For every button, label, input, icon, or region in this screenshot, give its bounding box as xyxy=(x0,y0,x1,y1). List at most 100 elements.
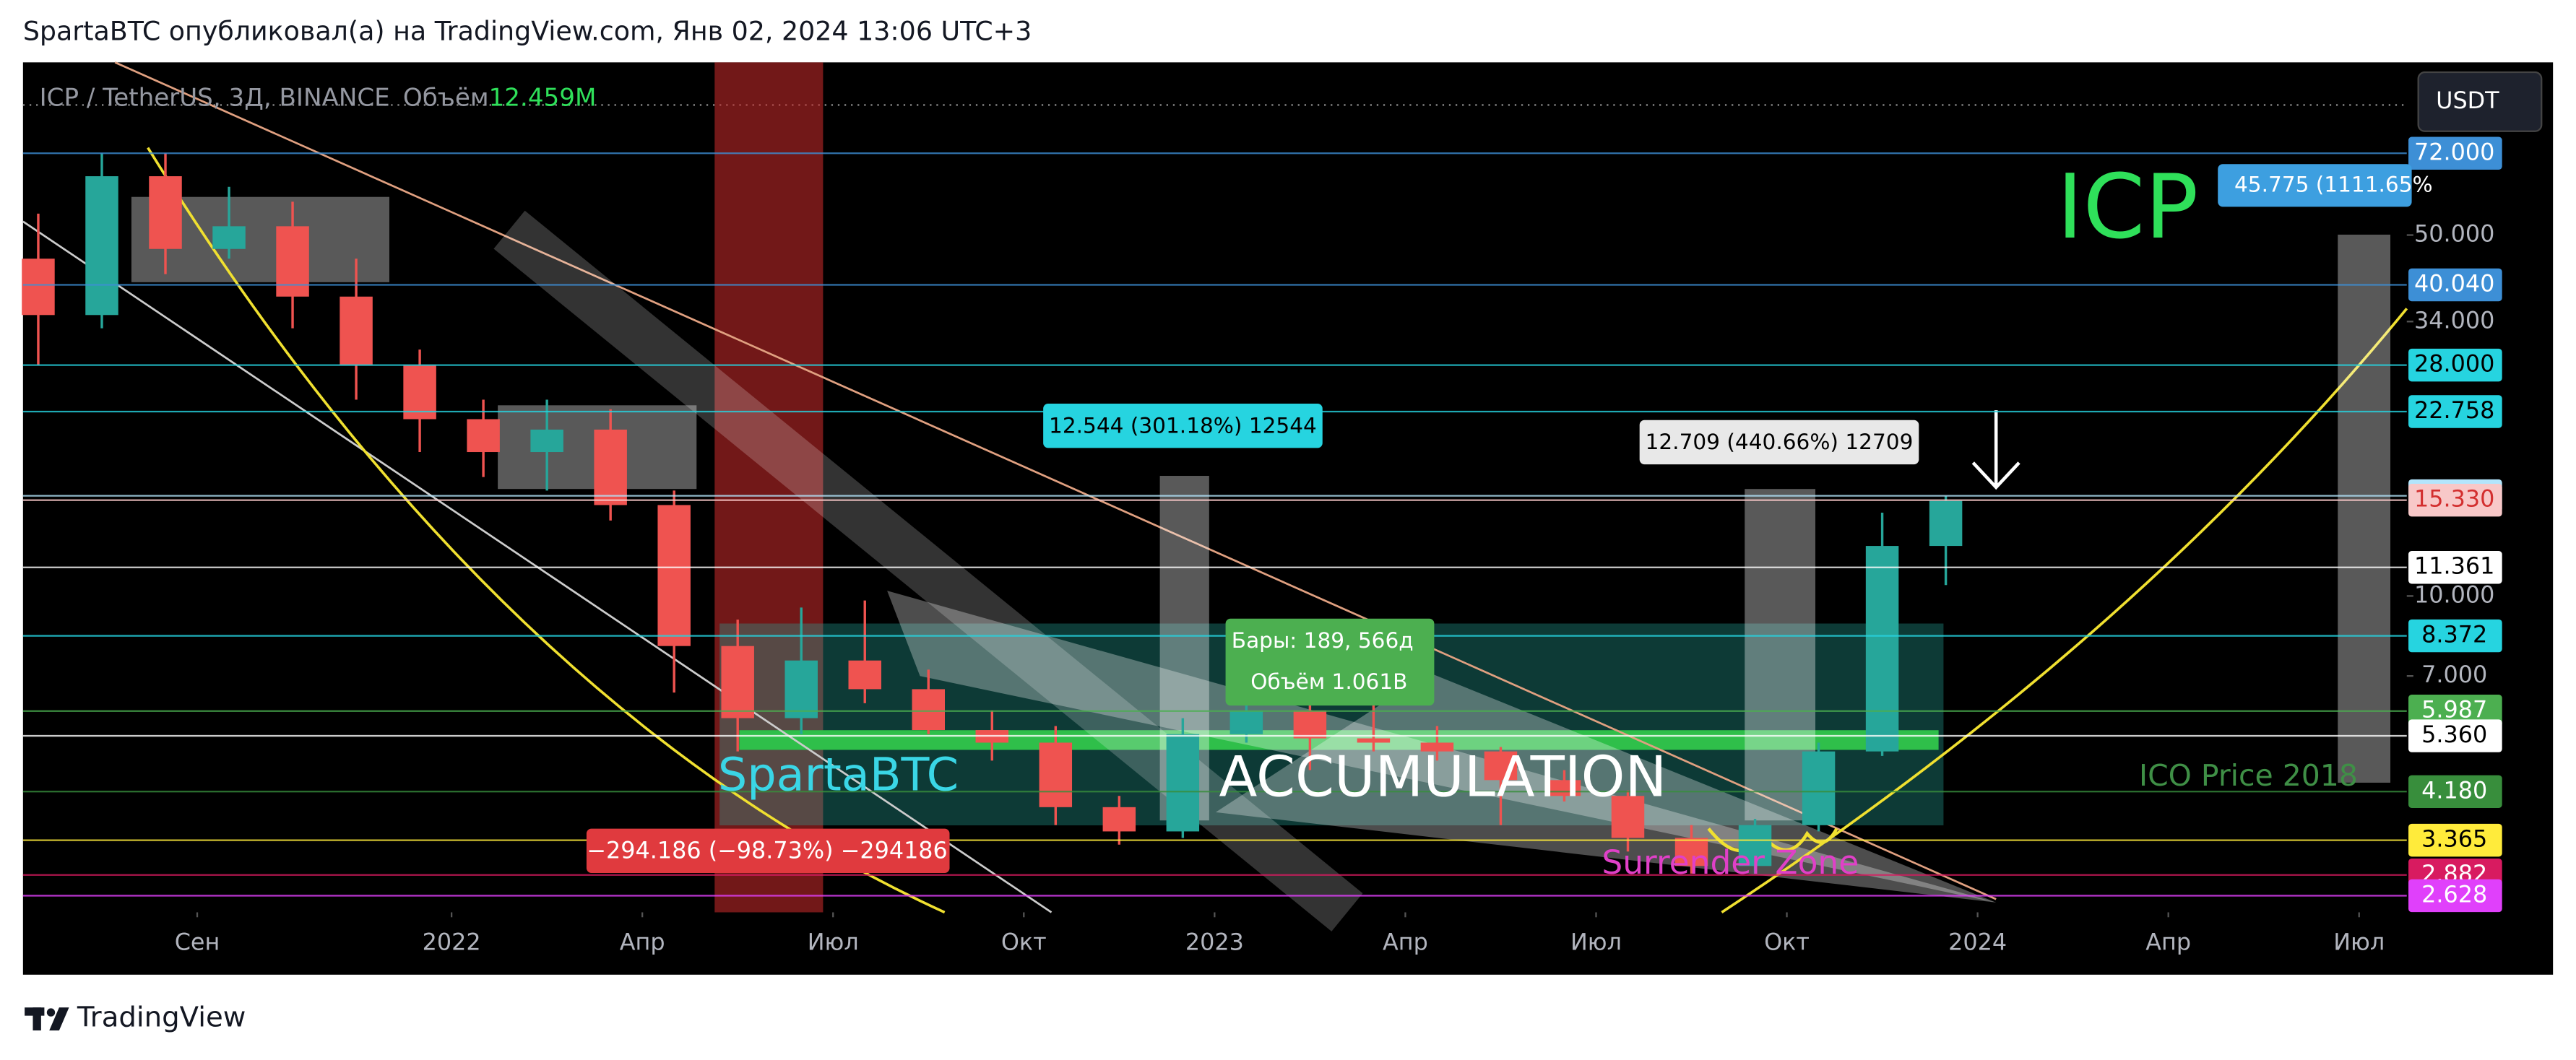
annotation-range_volume: Объём 1.061B xyxy=(1250,669,1407,694)
annotation-accumulation: ACCUMULATION xyxy=(1219,745,1667,810)
candle-body xyxy=(1229,711,1263,734)
logo-part xyxy=(49,1007,69,1031)
candle-body xyxy=(848,660,881,690)
candle-body xyxy=(467,419,500,453)
x-tick-label: Июл xyxy=(2333,929,2385,956)
x-tick-label: 2024 xyxy=(1948,929,2007,956)
level-label: 28.000 xyxy=(2414,350,2494,378)
candle-body xyxy=(403,365,436,420)
x-tick-label: Июл xyxy=(1570,929,1622,956)
red-band xyxy=(714,62,824,913)
annotation-bars: Бары: 189, 566д xyxy=(1232,628,1414,653)
label-box xyxy=(1043,404,1323,448)
annotation-measure_1: 12.544 (301.18%) 12544 xyxy=(1049,413,1317,438)
level-label: 3.365 xyxy=(2421,825,2487,853)
level-label: 72.000 xyxy=(2414,138,2494,165)
yellow-curve xyxy=(1721,308,2408,913)
level-label-bg xyxy=(2408,395,2502,428)
y-tick-label: 34.000 xyxy=(2414,306,2494,334)
level-label-bg xyxy=(2408,879,2502,913)
candle-body xyxy=(1738,825,1772,866)
measure-arrow xyxy=(2338,234,2391,783)
x-tick-label: Сен xyxy=(175,929,220,956)
label-box xyxy=(2218,164,2412,207)
candle-body xyxy=(1102,807,1136,832)
chart-bg xyxy=(22,62,2554,975)
level-label: 22.758 xyxy=(2414,396,2494,424)
header: SpartaBTC опубликовал(а) на TradingView.… xyxy=(23,15,1032,46)
logo-part xyxy=(33,1007,41,1031)
symbol: ICP / TetherUS, 3Д, BINANCE xyxy=(40,83,390,112)
wedge xyxy=(1215,672,1997,903)
x-tick-label: 2022 xyxy=(423,929,481,956)
y-tick-label: 7.000 xyxy=(2421,661,2487,688)
level-label-bg xyxy=(2408,694,2502,728)
level-label: 40.040 xyxy=(2414,270,2494,297)
x-tick-label: 2023 xyxy=(1185,929,1244,956)
candle-body xyxy=(1293,711,1327,739)
logo-part xyxy=(46,1008,56,1017)
candle-body xyxy=(1484,751,1518,781)
annotation-author: SpartaBTC xyxy=(718,749,959,802)
label-box xyxy=(586,828,950,873)
plot: Сен 2022 Апр Июл Окт 2023 Апр Июл Окт 2024 Апр Июл 5… xyxy=(22,136,2502,956)
level-label: 5.987 xyxy=(2421,696,2487,724)
candle-body xyxy=(85,176,118,316)
level-label-bg xyxy=(2408,268,2502,302)
y-tick-label: 10.000 xyxy=(2414,581,2494,608)
candle-body xyxy=(1802,751,1836,825)
level-label-bg xyxy=(2408,719,2502,752)
level-label: 4.180 xyxy=(2421,776,2487,804)
currency-button[interactable] xyxy=(2417,71,2543,132)
candle-body xyxy=(912,689,946,731)
candle-body xyxy=(785,660,818,718)
volume-value: 12.459M xyxy=(489,83,597,112)
x-tick-label: Апр xyxy=(620,929,665,956)
level-label-bg xyxy=(2408,483,2502,517)
level-label-bg xyxy=(2408,775,2502,809)
level-label: 5.360 xyxy=(2421,721,2487,748)
candle-body xyxy=(276,226,309,297)
x-tick-label: Апр xyxy=(1383,929,1428,956)
candle-body xyxy=(1611,796,1645,838)
logo xyxy=(25,1007,69,1031)
green-bar xyxy=(739,730,1939,750)
channel-line xyxy=(114,61,1997,900)
symbol-title: ICP / TetherUS, 3Д, BINANCE Объём12.459M xyxy=(40,83,597,112)
annotation-ticker: ICP xyxy=(2057,155,2198,259)
x-tick-label: Июл xyxy=(808,929,859,956)
currency: USDT xyxy=(2436,87,2499,114)
candle-body xyxy=(1420,742,1454,752)
level-label: 2.628 xyxy=(2421,880,2487,908)
candle-body xyxy=(1039,742,1073,807)
candle-body xyxy=(657,505,691,646)
candle-body xyxy=(721,646,754,718)
annotation-surrender: Surrender Zone xyxy=(1602,843,1859,882)
candle-body xyxy=(22,259,55,316)
label-box xyxy=(1639,420,1919,465)
x-tick-label: Апр xyxy=(2145,929,2191,956)
candle-body xyxy=(340,296,373,365)
candle-body xyxy=(530,429,563,453)
level-label: 8.372 xyxy=(2421,621,2487,648)
channel-fill xyxy=(493,210,1363,931)
annotation-ico: ICO Price 2018 xyxy=(2139,758,2358,793)
yellow-zigzag xyxy=(1707,827,1838,853)
label-box xyxy=(1225,618,1435,706)
candle-body xyxy=(1929,500,1963,547)
candle-body xyxy=(594,429,627,505)
footer: TradingView xyxy=(77,1002,246,1034)
annotation-target: 45.775 (1111.65% xyxy=(2234,172,2433,196)
annotation-drop: −294.186 (−98.73%) −294186 xyxy=(587,836,948,864)
candle-body xyxy=(212,226,246,249)
candle-body xyxy=(149,176,182,249)
annotations: ICP / TetherUS, 3Д, BINANCE Объём12.459MI… xyxy=(40,83,2433,882)
level-label-bg xyxy=(2408,136,2502,170)
level-label-bg xyxy=(2408,551,2502,584)
level-label: 11.361 xyxy=(2414,552,2494,580)
level-label-bg xyxy=(2408,823,2502,857)
volume-label: Объём xyxy=(403,83,489,112)
candle-body xyxy=(1674,838,1708,866)
y-tick-label: 50.000 xyxy=(2414,220,2494,248)
